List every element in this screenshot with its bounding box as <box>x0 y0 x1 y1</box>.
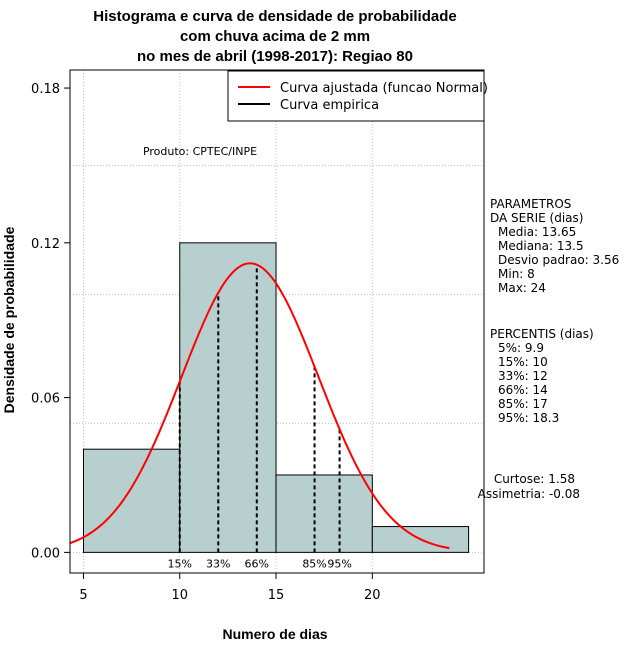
parametros-panel: PARAMETROS DA SERIE (dias) Media: 13.65 … <box>490 197 619 295</box>
percentile-label: 66% <box>245 557 269 570</box>
y-axis-label: Densidade de probabilidade <box>1 226 17 413</box>
x-tick-label: 15 <box>268 588 285 603</box>
chart-title-line-1: Histograma e curva de densidade de proba… <box>93 8 456 25</box>
percentis-p66: 66%: 14 <box>498 383 548 397</box>
legend-label-empirical: Curva empirica <box>280 98 379 113</box>
percentis-p33: 33%: 12 <box>498 369 548 383</box>
parametros-desvio: Desvio padrao: 3.56 <box>498 253 619 267</box>
percentis-p5: 5%: 9.9 <box>498 341 544 355</box>
x-axis-label: Numero de dias <box>222 626 327 642</box>
x-axis-ticks: 5 10 15 20 <box>79 573 381 603</box>
parametros-header-1: PARAMETROS <box>490 197 571 211</box>
legend-label-fit: Curva ajustada (funcao Normal) <box>280 81 488 96</box>
x-tick-label: 5 <box>79 588 87 603</box>
percentile-lines-layer <box>178 264 341 553</box>
fitted-normal-curve <box>69 262 450 550</box>
legend-box <box>227 70 485 122</box>
percentis-p15: 15%: 10 <box>498 355 548 369</box>
parametros-mediana: Mediana: 13.5 <box>498 239 584 253</box>
y-axis-ticks: 0.00 0.06 0.12 0.18 <box>31 82 70 561</box>
y-tick-label: 0.12 <box>31 237 60 252</box>
chart-title-line-2: com chuva acima de 2 mm <box>180 28 370 45</box>
curtose-value: Curtose: 1.58 <box>494 472 575 486</box>
percentile-labels: 15% 33% 66% 85% 95% <box>168 557 352 570</box>
bars-layer <box>82 242 470 553</box>
percentile-label: 15% <box>168 557 192 570</box>
percentis-panel: PERCENTIS (dias) 5%: 9.9 15%: 10 33%: 12… <box>490 327 594 425</box>
x-tick-label: 10 <box>171 588 188 603</box>
product-label: Produto: CPTEC/INPE <box>143 145 257 158</box>
y-tick-label: 0.00 <box>31 546 60 561</box>
legend: Curva ajustada (funcao Normal) Curva emp… <box>227 70 488 122</box>
parametros-max: Max: 24 <box>498 281 546 295</box>
percentis-p95: 95%: 18.3 <box>498 411 559 425</box>
histogram-bar <box>275 474 373 553</box>
percentile-label: 33% <box>206 557 230 570</box>
plot-frame <box>69 69 485 574</box>
histogram-bar <box>179 242 277 553</box>
x-tick-label: 20 <box>364 588 381 603</box>
percentis-p85: 85%: 17 <box>498 397 548 411</box>
percentis-header: PERCENTIS (dias) <box>490 327 594 341</box>
y-tick-label: 0.06 <box>31 392 60 407</box>
histogram-bar <box>82 448 181 553</box>
parametros-header-2: DA SERIE (dias) <box>490 211 583 225</box>
shape-stats: Curtose: 1.58 Assimetria: -0.08 <box>478 472 580 501</box>
percentile-label: 85% <box>302 557 326 570</box>
parametros-min: Min: 8 <box>498 267 535 281</box>
assimetria-value: Assimetria: -0.08 <box>478 487 580 501</box>
parametros-media: Media: 13.65 <box>498 225 576 239</box>
percentile-label: 95% <box>327 557 351 570</box>
chart-title-line-3: no mes de abril (1998-2017): Regiao 80 <box>137 48 413 65</box>
y-tick-label: 0.18 <box>31 82 60 97</box>
